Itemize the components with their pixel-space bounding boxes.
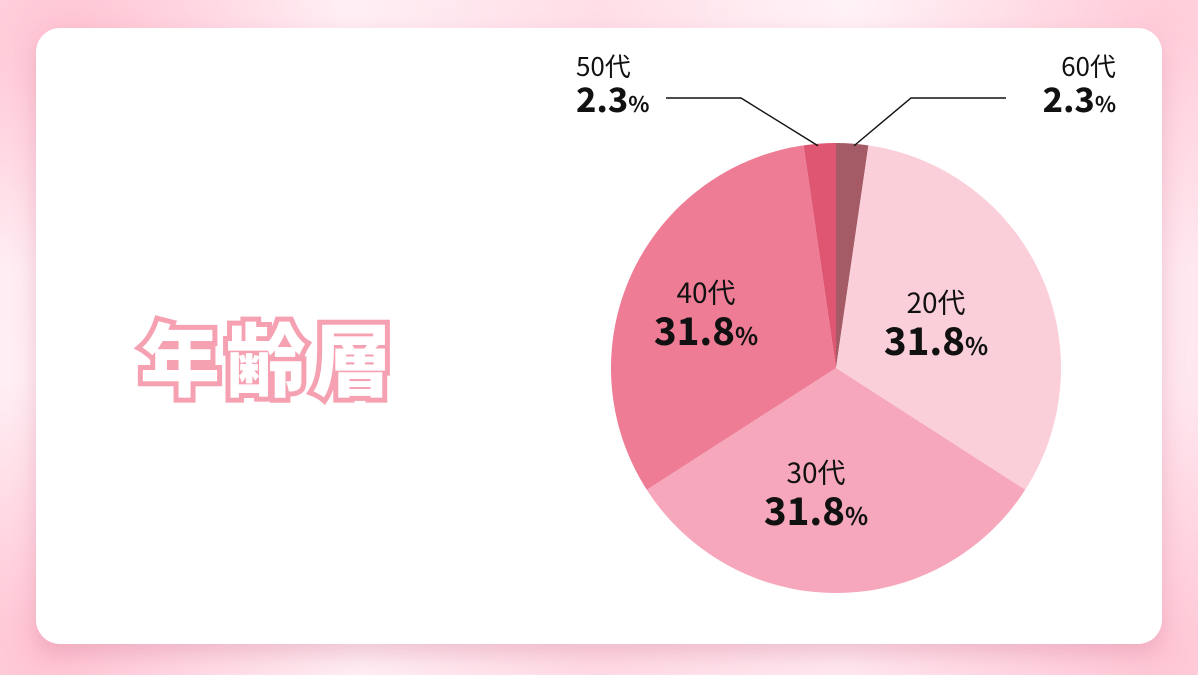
- leader-line-50s: [666, 98, 818, 146]
- pie-chart: 20代31.8%30代31.8%40代31.8%50代2.3%60代2.3%: [516, 38, 1156, 638]
- pie-leader-lines: [666, 98, 1006, 146]
- callout-value-50s: 2.3%: [576, 73, 649, 122]
- content-card: 年齢層 年齢層 20代31.8%30代31.8%40代31.8%50代2.3%6…: [36, 28, 1162, 644]
- page-background: 年齢層 年齢層 20代31.8%30代31.8%40代31.8%50代2.3%6…: [0, 0, 1198, 675]
- chart-title: 年齢層: [140, 298, 398, 414]
- leader-line-60s: [854, 98, 1006, 146]
